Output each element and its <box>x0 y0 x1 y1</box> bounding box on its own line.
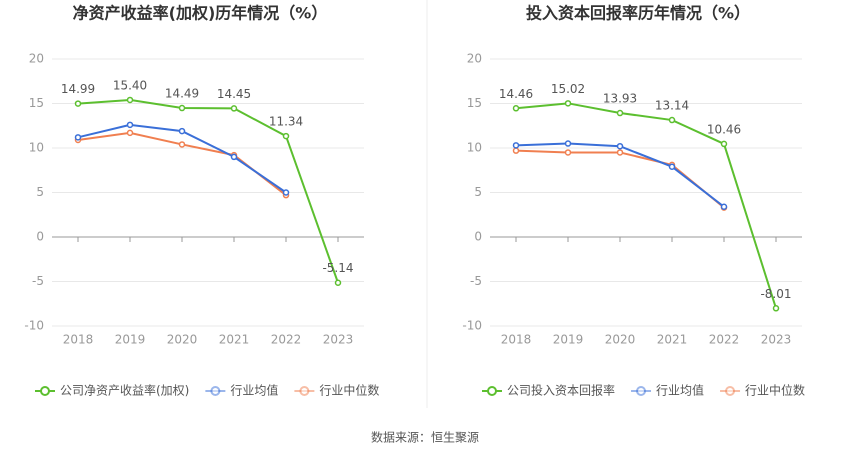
y-tick-label: 0 <box>36 230 44 244</box>
x-tick-label: 2022 <box>271 333 302 347</box>
x-tick-label: 2023 <box>323 333 354 347</box>
point <box>564 100 572 107</box>
y-tick-label: 15 <box>29 96 44 110</box>
point <box>512 105 520 112</box>
y-tick-label: 20 <box>29 52 44 66</box>
point <box>616 149 624 156</box>
point <box>616 142 624 150</box>
point <box>230 105 238 112</box>
point <box>616 109 624 117</box>
y-tick-label: 20 <box>467 52 482 66</box>
y-tick-label: -5 <box>470 274 482 288</box>
value-label: -5.14 <box>322 261 353 275</box>
point <box>512 147 520 154</box>
point <box>512 142 520 149</box>
legend-marker <box>299 386 310 396</box>
legend-marker <box>487 386 497 396</box>
legend-marker <box>40 386 50 396</box>
y-tick-label: 10 <box>29 141 44 155</box>
point <box>126 96 134 104</box>
x-tick-label: 2018 <box>501 333 532 347</box>
legend-marker <box>210 386 221 396</box>
point <box>282 132 290 140</box>
x-tick-label: 2019 <box>115 333 146 347</box>
point <box>564 140 572 147</box>
point <box>74 134 82 141</box>
series-line <box>77 98 339 284</box>
x-tick-label: 2018 <box>63 333 94 347</box>
point <box>564 149 572 156</box>
point <box>720 140 728 148</box>
legend-marker <box>725 386 736 396</box>
value-label: 13.14 <box>655 99 689 113</box>
value-label: 15.02 <box>551 82 585 96</box>
y-tick-label: 15 <box>467 96 482 110</box>
point <box>126 129 134 137</box>
point <box>772 305 780 312</box>
point <box>282 189 290 196</box>
y-tick-label: -5 <box>32 274 44 288</box>
value-label: 14.99 <box>61 82 95 96</box>
x-tick-label: 2019 <box>553 333 584 347</box>
value-label: 13.93 <box>603 92 637 106</box>
value-label: -8.01 <box>760 287 791 301</box>
x-tick-label: 2022 <box>709 333 740 347</box>
point <box>230 153 238 161</box>
source: 数据来源：恒生聚源 <box>371 430 479 445</box>
point <box>178 104 186 112</box>
y-tick-label: 10 <box>467 141 482 155</box>
value-label: 14.45 <box>217 87 251 101</box>
legend-label: 公司净资产收益率(加权) <box>60 383 189 398</box>
legend-label: 行业均值 <box>230 383 278 398</box>
x-tick-label: 2021 <box>219 333 250 347</box>
y-tick-label: -10 <box>462 319 482 333</box>
y-tick-label: 5 <box>474 185 482 199</box>
chart-title: 投入资本回报率历年情况（%） <box>526 4 750 23</box>
x-tick-label: 2023 <box>761 333 792 347</box>
legend-label: 行业中位数 <box>319 383 379 398</box>
value-label: 14.46 <box>499 87 533 101</box>
point <box>720 203 728 210</box>
point <box>334 279 342 286</box>
legend-marker <box>636 386 647 396</box>
series-line <box>515 149 725 209</box>
point <box>668 163 676 170</box>
x-tick-label: 2020 <box>605 333 636 347</box>
value-label: 11.34 <box>269 115 303 129</box>
legend-label: 行业均值 <box>656 383 704 398</box>
y-tick-label: 5 <box>36 185 44 199</box>
point <box>178 141 186 148</box>
point <box>74 100 82 107</box>
x-tick-label: 2020 <box>167 333 198 347</box>
value-label: 10.46 <box>707 122 741 136</box>
y-tick-label: 0 <box>474 230 482 244</box>
value-label: 14.49 <box>165 87 199 101</box>
x-tick-label: 2021 <box>657 333 688 347</box>
point <box>126 121 134 129</box>
legend-label: 行业中位数 <box>745 383 805 398</box>
y-tick-label: -10 <box>24 319 44 333</box>
point <box>178 127 186 135</box>
legend-label: 公司投入资本回报率 <box>507 383 615 398</box>
point <box>668 116 676 124</box>
chart-title: 净资产收益率(加权)历年情况（%） <box>73 4 328 23</box>
series-line <box>515 102 777 309</box>
value-label: 15.40 <box>113 78 147 92</box>
